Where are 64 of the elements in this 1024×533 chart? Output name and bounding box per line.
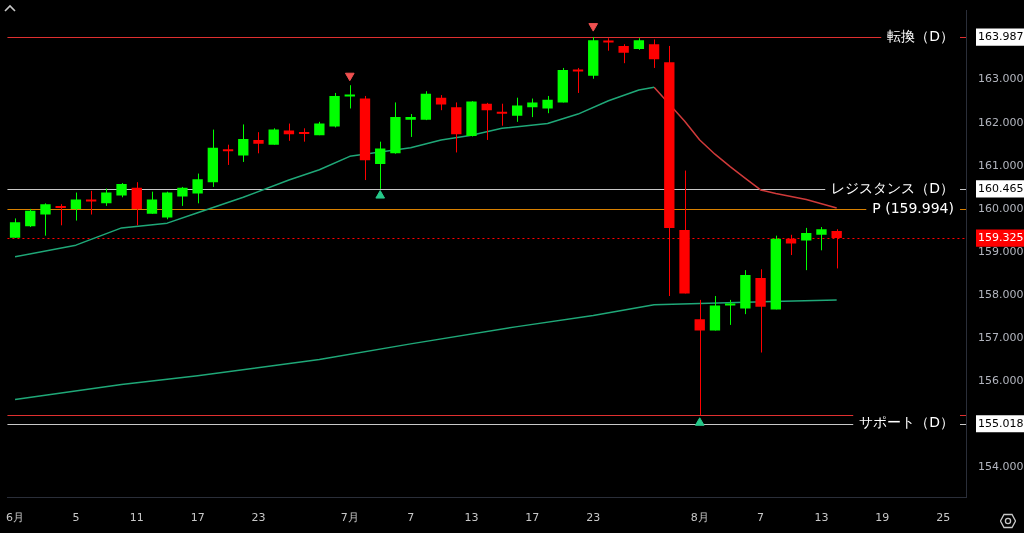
candlestick	[238, 123, 249, 163]
candlestick	[85, 190, 97, 216]
candlestick	[146, 191, 158, 215]
candlestick	[177, 186, 188, 207]
candlestick	[694, 299, 705, 416]
x-tick-label: 6月	[6, 511, 25, 525]
x-tick-label: 5	[72, 511, 80, 525]
candlestick	[648, 38, 660, 69]
y-tick-label: 163.987	[978, 29, 1024, 43]
x-tick-label: 7	[407, 511, 415, 525]
y-tick-label: 156.000	[978, 374, 1024, 388]
x-tick-label: 13	[814, 511, 829, 525]
x-tick-label: 17	[190, 511, 205, 525]
point	[375, 190, 386, 199]
y-tick-label: 159.325	[978, 230, 1024, 244]
candlestick	[572, 67, 584, 94]
y-tick-label: 163.000	[978, 72, 1024, 86]
candlestick	[816, 226, 827, 251]
ref-line-label: 転換（D）	[887, 27, 954, 44]
ref-line-label: サポート（D）	[859, 414, 954, 431]
candlestick	[131, 181, 142, 226]
candlestick	[481, 102, 492, 141]
candlestick	[344, 84, 355, 109]
candlestick	[724, 299, 736, 326]
y-tick-label: 160.000	[978, 201, 1024, 215]
candlestick	[496, 103, 508, 127]
x-tick-label: 23	[251, 511, 266, 525]
point	[344, 72, 355, 82]
x-tick-label: 7月	[340, 511, 359, 525]
y-tick-label: 157.000	[978, 331, 1024, 345]
candlestick	[618, 43, 629, 64]
x-tick-label: 23	[586, 511, 601, 525]
candlestick	[222, 144, 234, 166]
candlestick	[527, 98, 538, 118]
y-tick-label: 161.000	[978, 158, 1024, 172]
y-tick-label: 159.000	[978, 244, 1024, 258]
candlestick	[511, 97, 523, 123]
x-tick-label: 25	[936, 511, 951, 525]
x-tick-label: 17	[525, 511, 540, 525]
candlestick	[70, 192, 82, 222]
ref-line-label: レジスタンス（D）	[831, 179, 954, 196]
ref-line-label: P (159.994)	[872, 199, 954, 216]
candlestick	[298, 127, 310, 143]
x-tick-label: 13	[464, 511, 479, 525]
candlestick	[375, 141, 386, 190]
candlestick	[25, 208, 36, 228]
candlestick	[192, 173, 203, 204]
candlestick	[9, 217, 21, 239]
x-tick-label: 8月	[690, 511, 709, 525]
y-tick-label: 162.000	[978, 115, 1024, 129]
candlestick	[253, 131, 264, 154]
y-tick-label: 155.018	[978, 416, 1024, 430]
y-tick-label: 158.000	[978, 288, 1024, 302]
candlestick	[405, 113, 416, 138]
x-tick-label: 11	[129, 511, 144, 525]
x-tick-label: 19	[875, 511, 890, 525]
y-tick-label: 154.000	[978, 460, 1024, 474]
candlestick	[55, 203, 66, 226]
point	[694, 417, 705, 426]
point	[588, 23, 599, 32]
x-tick-label: 7	[757, 511, 765, 525]
y-tick-label: 160.465	[978, 181, 1024, 195]
candlestick	[40, 202, 51, 237]
candlestick	[801, 227, 812, 271]
